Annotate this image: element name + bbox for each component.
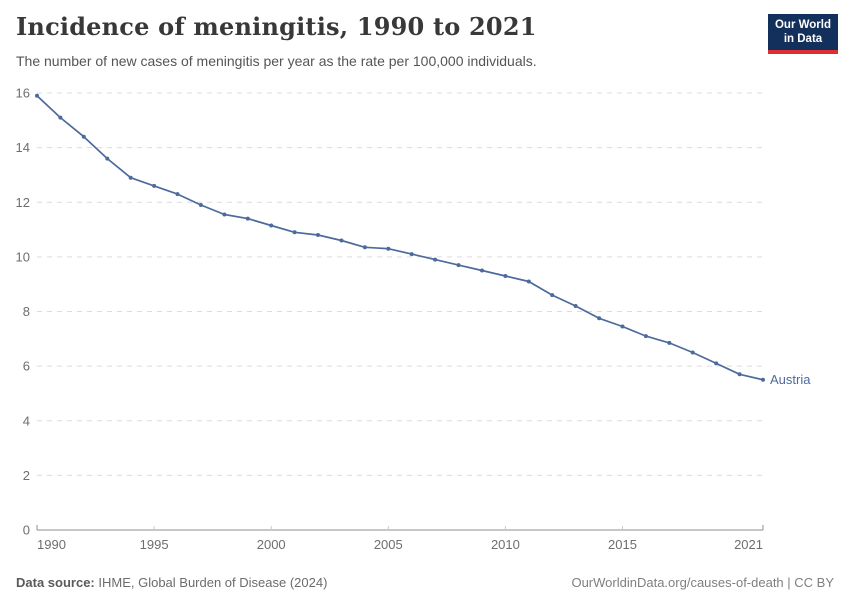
x-axis-tick-label: 2015 bbox=[608, 537, 637, 552]
chart-footer: Data source: IHME, Global Burden of Dise… bbox=[0, 575, 850, 590]
data-point[interactable] bbox=[573, 304, 578, 308]
data-point[interactable] bbox=[597, 316, 602, 321]
data-point[interactable] bbox=[362, 245, 367, 250]
x-axis-tick-label: 1990 bbox=[37, 537, 66, 552]
x-axis-tick-label: 2000 bbox=[257, 537, 286, 552]
data-point[interactable] bbox=[269, 223, 274, 228]
data-point[interactable] bbox=[198, 203, 203, 207]
data-point[interactable] bbox=[128, 175, 133, 180]
logo-line-2: in Data bbox=[783, 32, 823, 45]
y-axis-tick-label: 10 bbox=[16, 249, 30, 264]
y-axis-tick-label: 8 bbox=[23, 304, 30, 319]
y-axis-tick-label: 0 bbox=[23, 523, 30, 538]
data-point[interactable] bbox=[175, 192, 180, 197]
data-point[interactable] bbox=[503, 274, 508, 278]
x-axis-tick-label: 2010 bbox=[491, 537, 520, 552]
y-axis-tick-label: 6 bbox=[23, 359, 30, 374]
y-axis-tick-label: 4 bbox=[23, 413, 30, 428]
y-axis-tick-label: 16 bbox=[16, 86, 30, 101]
data-point[interactable] bbox=[643, 334, 648, 339]
data-point[interactable] bbox=[245, 216, 250, 221]
y-axis-tick-label: 2 bbox=[23, 468, 30, 483]
y-axis-tick-label: 14 bbox=[16, 140, 30, 155]
data-point[interactable] bbox=[620, 324, 625, 329]
data-point[interactable] bbox=[292, 230, 297, 235]
chart-title: Incidence of meningitis, 1990 to 2021 bbox=[16, 12, 537, 41]
x-axis-tick-label: 2021 bbox=[734, 537, 763, 552]
chart-subtitle: The number of new cases of meningitis pe… bbox=[16, 53, 537, 69]
data-point[interactable] bbox=[690, 350, 695, 355]
y-axis-tick-label: 12 bbox=[16, 195, 30, 210]
data-point[interactable] bbox=[35, 93, 39, 98]
data-point[interactable] bbox=[316, 233, 320, 237]
data-point[interactable] bbox=[526, 279, 531, 284]
data-point[interactable] bbox=[480, 268, 484, 273]
data-point[interactable] bbox=[339, 238, 344, 243]
data-source-value: IHME, Global Burden of Disease (2024) bbox=[94, 575, 328, 590]
logo-line-1: Our World bbox=[774, 19, 831, 31]
data-line[interactable] bbox=[36, 95, 764, 381]
data-source-label: Data source: bbox=[16, 575, 95, 590]
data-point[interactable] bbox=[152, 183, 157, 188]
data-point[interactable] bbox=[714, 361, 719, 366]
data-point[interactable] bbox=[409, 252, 414, 257]
data-point[interactable] bbox=[58, 115, 63, 120]
series-label-austria[interactable]: Austria bbox=[770, 371, 811, 387]
data-point[interactable] bbox=[222, 212, 227, 217]
data-point[interactable] bbox=[761, 377, 765, 382]
data-point[interactable] bbox=[550, 293, 555, 298]
footer-link[interactable]: OurWorldinData.org/causes-of-death | CC … bbox=[571, 575, 834, 590]
data-point[interactable] bbox=[386, 246, 391, 251]
data-source: Data source: IHME, Global Burden of Dise… bbox=[16, 575, 327, 590]
owid-logo[interactable]: Our World in Data bbox=[768, 14, 838, 54]
data-point[interactable] bbox=[667, 340, 672, 345]
x-axis-tick-label: 1995 bbox=[140, 537, 169, 552]
data-point[interactable] bbox=[433, 257, 438, 262]
x-axis-tick-label: 2005 bbox=[374, 537, 403, 552]
data-point[interactable] bbox=[81, 134, 86, 139]
data-point[interactable] bbox=[737, 372, 742, 377]
data-point[interactable] bbox=[456, 263, 461, 268]
data-point[interactable] bbox=[105, 156, 110, 161]
